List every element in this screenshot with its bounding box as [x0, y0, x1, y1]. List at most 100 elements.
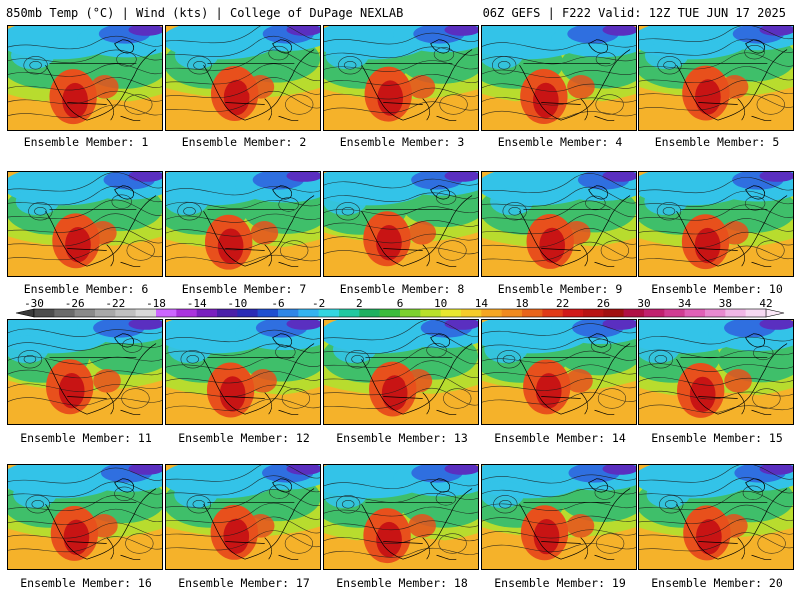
- colorbar-tick-label: 18: [515, 297, 528, 310]
- colorbar-swatch: [400, 309, 421, 317]
- ensemble-map-panel: [165, 319, 321, 425]
- ensemble-member-label: Ensemble Member: 17: [178, 576, 310, 590]
- colorbar-swatch: [156, 309, 177, 317]
- colorbar-tick-label: 14: [475, 297, 489, 310]
- colorbar-swatch: [562, 309, 584, 317]
- colorbar-swatch: [542, 309, 563, 317]
- colorbar-swatch: [461, 309, 482, 317]
- colorbar-tick-label: -10: [227, 297, 247, 310]
- ensemble-map-panel: [638, 171, 794, 277]
- ensemble-map-panel: [323, 319, 479, 425]
- colorbar-swatch: [54, 309, 75, 317]
- colorbar-swatch: [95, 309, 116, 317]
- ensemble-member-label: Ensemble Member: 4: [497, 135, 623, 149]
- colorbar-swatch: [623, 309, 645, 317]
- colorbar-max-arrow: [765, 308, 785, 318]
- colorbar-swatch: [278, 309, 299, 317]
- colorbar-swatch: [196, 309, 218, 317]
- colorbar-swatch: [359, 309, 380, 317]
- colorbar-tick-label: 22: [556, 297, 569, 310]
- ensemble-member-label: Ensemble Member: 2: [181, 135, 307, 149]
- ensemble-member-label: Ensemble Member: 14: [494, 431, 626, 445]
- colorbar-tick-label: -18: [146, 297, 166, 310]
- product-title: 850mb Temp (°C) | Wind (kts) | College o…: [6, 6, 404, 20]
- ensemble-member-label: Ensemble Member: 8: [339, 282, 465, 296]
- colorbar-swatch: [501, 309, 523, 317]
- ensemble-map-panel: [323, 464, 479, 570]
- colorbar-tick-label: 38: [719, 297, 732, 310]
- colorbar-tick-label: 10: [434, 297, 447, 310]
- ensemble-member-label: Ensemble Member: 12: [178, 431, 310, 445]
- colorbar-swatch: [684, 309, 706, 317]
- ensemble-map-panel: [481, 319, 637, 425]
- ensemble-member-label: Ensemble Member: 10: [651, 282, 783, 296]
- colorbar-swatch: [644, 309, 665, 317]
- ensemble-member-label: Ensemble Member: 1: [23, 135, 149, 149]
- colorbar-tick-label: -26: [65, 297, 85, 310]
- valid-time-title: 06Z GEFS | F222 Valid: 12Z TUE JUN 17 20…: [482, 6, 786, 20]
- ensemble-member-label: Ensemble Member: 15: [651, 431, 783, 445]
- ensemble-map-panel: [481, 171, 637, 277]
- colorbar-swatch: [481, 309, 502, 317]
- ensemble-member-label: Ensemble Member: 16: [20, 576, 152, 590]
- colorbar-swatch: [115, 309, 136, 317]
- colorbar-swatch: [522, 309, 543, 317]
- colorbar-swatch: [34, 309, 55, 317]
- colorbar-swatch: [135, 309, 157, 317]
- ensemble-member-label: Ensemble Member: 20: [651, 576, 783, 590]
- ensemble-map-panel: [165, 171, 321, 277]
- colorbar-tick-label: 42: [759, 297, 772, 310]
- colorbar-tick-label: -14: [187, 297, 207, 310]
- ensemble-member-label: Ensemble Member: 18: [336, 576, 468, 590]
- ensemble-map-panel: [323, 25, 479, 131]
- colorbar-swatch: [583, 309, 604, 317]
- ensemble-map-panel: [165, 464, 321, 570]
- temperature-colorbar: -30 -26 -22 -18 -14 -10 -6 -2 2 6 10 14 18 22 26 30 34 38…: [15, 297, 785, 318]
- colorbar-swatch: [705, 309, 726, 317]
- colorbar-tick-label: 30: [637, 297, 650, 310]
- ensemble-map-panel: [481, 464, 637, 570]
- ensemble-member-label: Ensemble Member: 3: [339, 135, 465, 149]
- colorbar-swatch: [257, 309, 279, 317]
- ensemble-map-panel: [638, 464, 794, 570]
- ensemble-map-panel: [323, 171, 479, 277]
- ensemble-map-panel: [481, 25, 637, 131]
- colorbar-swatch: [745, 309, 767, 317]
- colorbar-tick-label: -30: [24, 297, 44, 310]
- colorbar-swatch: [440, 309, 462, 317]
- ensemble-member-label: Ensemble Member: 7: [181, 282, 307, 296]
- colorbar-swatch: [318, 309, 340, 317]
- ensemble-member-label: Ensemble Member: 5: [654, 135, 780, 149]
- colorbar-swatch: [339, 309, 360, 317]
- ensemble-map-panel: [7, 464, 163, 570]
- colorbar-swatch: [664, 309, 685, 317]
- ensemble-map-panel: [7, 171, 163, 277]
- colorbar-swatch: [74, 309, 96, 317]
- colorbar-tick-label: -6: [271, 297, 284, 310]
- colorbar-tick-label: 6: [397, 297, 404, 310]
- colorbar-swatch: [379, 309, 401, 317]
- colorbar-tick-label: -22: [105, 297, 125, 310]
- ensemble-map-panel: [165, 25, 321, 131]
- ensemble-map-panel: [7, 25, 163, 131]
- colorbar-tick-label: 34: [678, 297, 692, 310]
- colorbar-min-arrow: [15, 308, 35, 318]
- colorbar-tick-label: -2: [312, 297, 325, 310]
- ensemble-member-label: Ensemble Member: 9: [497, 282, 623, 296]
- colorbar-swatch: [237, 309, 258, 317]
- ensemble-map-panel: [638, 25, 794, 131]
- colorbar-swatch: [176, 309, 197, 317]
- colorbar-tick-label: 26: [597, 297, 610, 310]
- ensemble-member-label: Ensemble Member: 11: [20, 431, 152, 445]
- ensemble-member-label: Ensemble Member: 19: [494, 576, 626, 590]
- colorbar-swatch: [298, 309, 319, 317]
- colorbar-tick-label: 2: [356, 297, 363, 310]
- ensemble-map-panel: [7, 319, 163, 425]
- colorbar-swatch: [217, 309, 238, 317]
- colorbar-swatch: [725, 309, 746, 317]
- colorbar-swatch: [603, 309, 624, 317]
- ensemble-map-panel: [638, 319, 794, 425]
- colorbar-swatch: [420, 309, 441, 317]
- ensemble-member-label: Ensemble Member: 13: [336, 431, 468, 445]
